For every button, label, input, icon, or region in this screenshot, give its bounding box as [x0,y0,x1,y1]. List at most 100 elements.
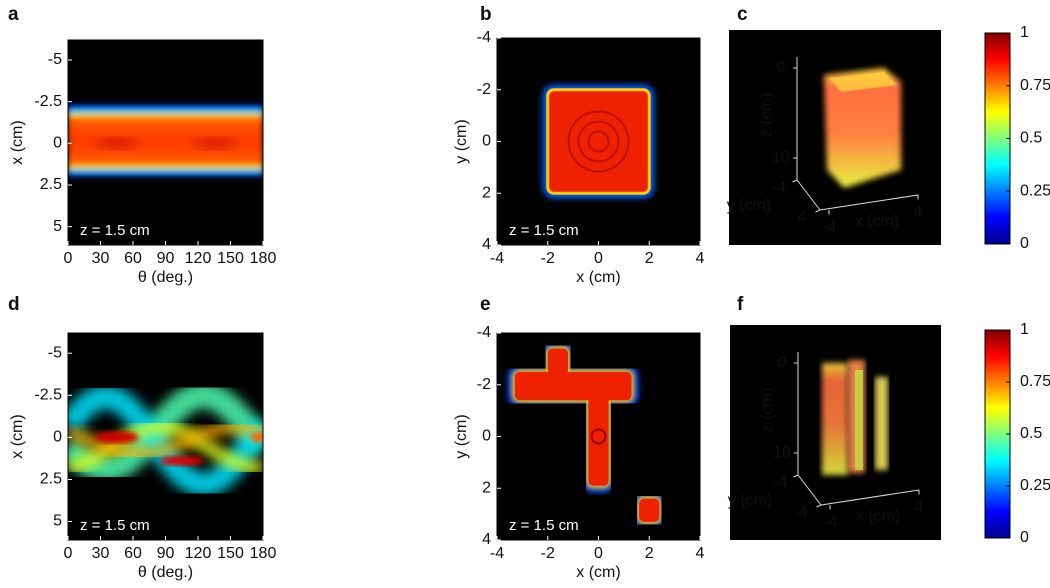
y-tick-label: 0 [53,429,62,446]
panel-label: b [480,4,492,25]
hot [94,431,139,444]
trace [68,384,263,497]
band [68,104,263,177]
object [639,498,660,522]
trace [68,421,263,461]
y-tick-label: 0 [53,135,62,152]
annotation: z = 1.5 cm [509,222,579,239]
axis-line [819,194,919,211]
x-tick-label: 0 [64,250,73,267]
x-tick-label: 2 [645,250,654,267]
tick-label: 10 [772,149,790,166]
y-tick-label: 2 [482,479,491,496]
x-axis-label: x (cm) [855,213,899,230]
tick-label: -4 [822,219,836,236]
x-tick-label: -2 [541,250,555,267]
y-tick-label: 2.5 [40,471,62,488]
x-axis-label: x (cm) [576,564,620,581]
x-tick-label: 150 [217,250,244,267]
x-tick-label: 60 [124,545,142,562]
y-tick-label: -2 [477,81,491,98]
y-axis-label: y (cm) [727,197,771,214]
tick-label: 0 [777,59,786,76]
annotation: z = 1.5 cm [509,517,579,534]
axis-line [796,179,821,211]
x-tick-label: 120 [185,545,212,562]
x-tick-label: 30 [92,545,110,562]
tick-label: -4 [823,514,837,531]
hot [250,432,263,443]
volume [875,377,888,470]
y-tick-label: 5 [53,513,62,530]
panel-label: c [737,4,748,25]
image [68,333,263,540]
trace [68,420,263,475]
object [547,348,569,375]
ring [590,428,607,445]
x-tick-label: 0 [594,545,603,562]
tick-label: 4 [798,209,807,226]
colorbar-tick-label: 1 [1020,24,1029,41]
y-tick-label: 2.5 [40,176,62,193]
colorbar-tick-label: 0 [1020,235,1029,252]
x-tick-label: 4 [696,545,705,562]
tick-label: 10 [773,444,791,461]
x-tick-label: 150 [217,545,244,562]
y-tick-label: -4 [477,324,491,341]
ring [567,110,630,173]
x-tick-label: -2 [541,545,555,562]
y-tick-label: 2 [482,184,491,201]
x-tick-label: 180 [250,250,277,267]
volume-top [829,72,897,92]
y-axis-label: x (cm) [9,414,26,458]
object [588,395,609,486]
x-axis-label: x (cm) [856,508,900,525]
colorbar-tick-label: 0.75 [1020,373,1050,390]
y-tick-label: -2.5 [34,93,62,110]
colorbar-tick-label: 0 [1020,529,1029,546]
x-tick-label: 0 [594,250,603,267]
x-tick-label: 4 [696,250,705,267]
y-axis-label: y (cm) [728,492,772,509]
panel-label: d [8,294,20,315]
z-axis-label: z (cm) [759,388,776,432]
tick [793,474,799,478]
annotation: z = 1.5 cm [80,517,150,534]
object [546,88,651,195]
volume [824,68,901,188]
tick [815,209,821,213]
ring [577,120,620,163]
x-tick-label: 30 [92,250,110,267]
tick [816,504,822,508]
colorbar-tick-label: 0.5 [1020,130,1042,147]
y-tick-label: -5 [48,344,62,361]
volume [855,370,863,470]
y-tick-label: -2.5 [34,386,62,403]
tick-label: 4 [915,499,924,516]
y-tick-label: 4 [482,531,491,548]
x-tick-label: -4 [490,545,504,562]
panel-label: e [480,294,491,315]
y-tick-label: -4 [477,29,491,46]
y-axis-label: y (cm) [453,414,470,458]
x-tick-label: 90 [157,545,175,562]
z-axis-label: z (cm) [758,93,775,137]
y-tick-label: 0 [482,133,491,150]
hotspot [192,137,237,150]
x-axis-label: x (cm) [576,269,620,286]
x-axis-label: θ (deg.) [138,269,193,286]
hot [159,455,204,466]
colorbar [984,32,1011,245]
y-tick-label: 4 [482,236,491,253]
x-tick-label: 60 [124,250,142,267]
tick [792,179,798,183]
tick-label: -4 [773,474,787,491]
x-tick-label: 2 [645,545,654,562]
y-tick-label: 5 [53,218,62,235]
panel-label: a [8,4,19,25]
hotspot [94,137,139,150]
x-tick-label: -4 [490,250,504,267]
object [514,371,632,401]
